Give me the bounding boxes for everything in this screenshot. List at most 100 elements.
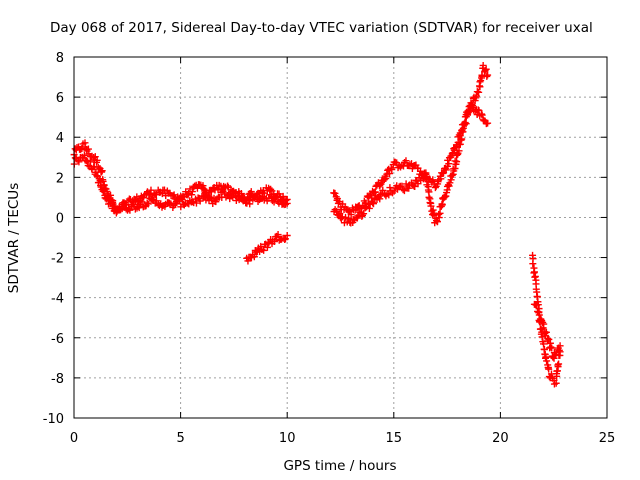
data-point-marker <box>331 189 339 197</box>
data-point-marker <box>482 65 490 73</box>
data-point-marker <box>267 185 275 193</box>
data-point-marker <box>436 209 444 217</box>
data-point-marker <box>90 163 98 171</box>
data-point-marker <box>445 160 453 168</box>
data-point-marker <box>402 180 410 188</box>
data-point-marker <box>453 158 461 166</box>
data-point-marker <box>145 191 153 199</box>
data-point-marker <box>385 191 393 199</box>
data-point-marker <box>445 182 453 190</box>
data-point-marker <box>468 100 476 108</box>
data-point-marker <box>170 201 178 209</box>
data-point-marker <box>149 196 157 204</box>
y-tick-label: -2 <box>51 252 64 267</box>
data-point-marker <box>421 174 429 182</box>
data-point-marker <box>283 231 291 239</box>
data-point-marker <box>533 301 541 309</box>
data-point-marker <box>438 201 446 209</box>
data-point-marker <box>386 170 394 178</box>
data-point-marker <box>92 168 100 176</box>
data-point-marker <box>459 124 467 132</box>
data-point-marker <box>422 169 430 177</box>
data-point-marker <box>138 198 146 206</box>
data-point-marker <box>130 200 138 208</box>
y-tick-label: 6 <box>56 91 64 106</box>
data-point-marker <box>544 335 552 343</box>
grid-lines <box>74 57 607 418</box>
data-point-marker <box>555 360 563 368</box>
data-point-marker <box>435 214 443 222</box>
x-tick-labels: 0 5 10 15 20 25 <box>70 57 615 446</box>
data-point-marker <box>170 191 178 199</box>
data-point-marker <box>462 120 470 128</box>
data-point-marker <box>398 182 406 190</box>
y-tick-label: 8 <box>56 51 64 66</box>
data-point-marker <box>458 135 466 143</box>
x-axis-label: GPS time / hours <box>283 458 396 474</box>
data-point-marker <box>478 111 486 119</box>
data-point-marker <box>406 161 414 169</box>
data-point-marker <box>98 167 106 175</box>
data-point-marker <box>475 88 483 96</box>
data-point-marker <box>543 357 551 365</box>
data-point-marker <box>365 204 373 212</box>
data-point-marker <box>82 157 90 165</box>
data-point-marker <box>86 158 94 166</box>
data-point-marker <box>237 190 245 198</box>
data-point-marker <box>185 189 193 197</box>
data-point-marker <box>91 153 99 161</box>
data-point-marker <box>263 243 271 251</box>
y-tick-label: -8 <box>51 372 64 387</box>
data-point-marker <box>433 217 441 225</box>
y-axis-label: SDTVAR / TECUs <box>6 183 22 293</box>
data-point-marker <box>166 199 174 207</box>
chart-title: Day 068 of 2017, Sidereal Day-to-day VTE… <box>50 20 593 36</box>
data-point-marker <box>399 186 407 194</box>
data-point-marker <box>283 195 291 203</box>
data-point-marker <box>369 199 377 207</box>
data-point-marker <box>242 196 250 204</box>
data-point-marker <box>347 211 355 219</box>
y-tick-label: 2 <box>56 171 64 186</box>
data-point-marker <box>556 342 564 350</box>
data-point-marker <box>260 246 268 254</box>
data-point-marker <box>447 176 455 184</box>
data-point-marker <box>456 140 464 148</box>
x-tick-label: 20 <box>492 431 509 446</box>
data-point-marker <box>405 184 413 192</box>
data-point-marker <box>188 191 196 199</box>
data-point-marker <box>442 166 450 174</box>
data-point-marker <box>282 197 290 205</box>
data-point-marker <box>244 257 252 265</box>
data-point-marker <box>484 71 492 79</box>
data-point-marker <box>144 200 152 208</box>
plot-frame <box>73 56 608 419</box>
data-point-marker <box>427 202 435 210</box>
data-point-marker <box>446 179 454 187</box>
y-tick-label: 4 <box>56 131 64 146</box>
x-tick-label: 10 <box>279 431 296 446</box>
data-point-marker <box>474 106 482 114</box>
data-point-marker <box>121 201 129 209</box>
data-point-marker <box>441 193 449 201</box>
data-point-marker <box>431 184 439 192</box>
data-point-marker <box>250 253 258 261</box>
data-point-marker <box>455 147 463 155</box>
data-point-marker <box>360 210 368 218</box>
data-point-marker <box>246 200 254 208</box>
data-point-marker <box>270 238 278 246</box>
data-point-marker <box>479 61 487 69</box>
data-point-marker <box>555 346 563 354</box>
data-point-marker <box>548 344 556 352</box>
data-point-marker <box>78 144 86 152</box>
data-point-marker <box>196 197 204 205</box>
data-point-marker <box>388 166 396 174</box>
data-point-marker <box>448 171 456 179</box>
x-tick-label: 15 <box>386 431 403 446</box>
data-point-marker <box>547 343 555 351</box>
data-point-marker <box>425 193 433 201</box>
data-point-marker <box>545 365 553 373</box>
data-point-marker <box>126 206 134 214</box>
data-point-marker <box>370 200 378 208</box>
y-tick-labels: -10 -8 -6 -4 -2 0 2 4 6 8 <box>43 51 607 427</box>
